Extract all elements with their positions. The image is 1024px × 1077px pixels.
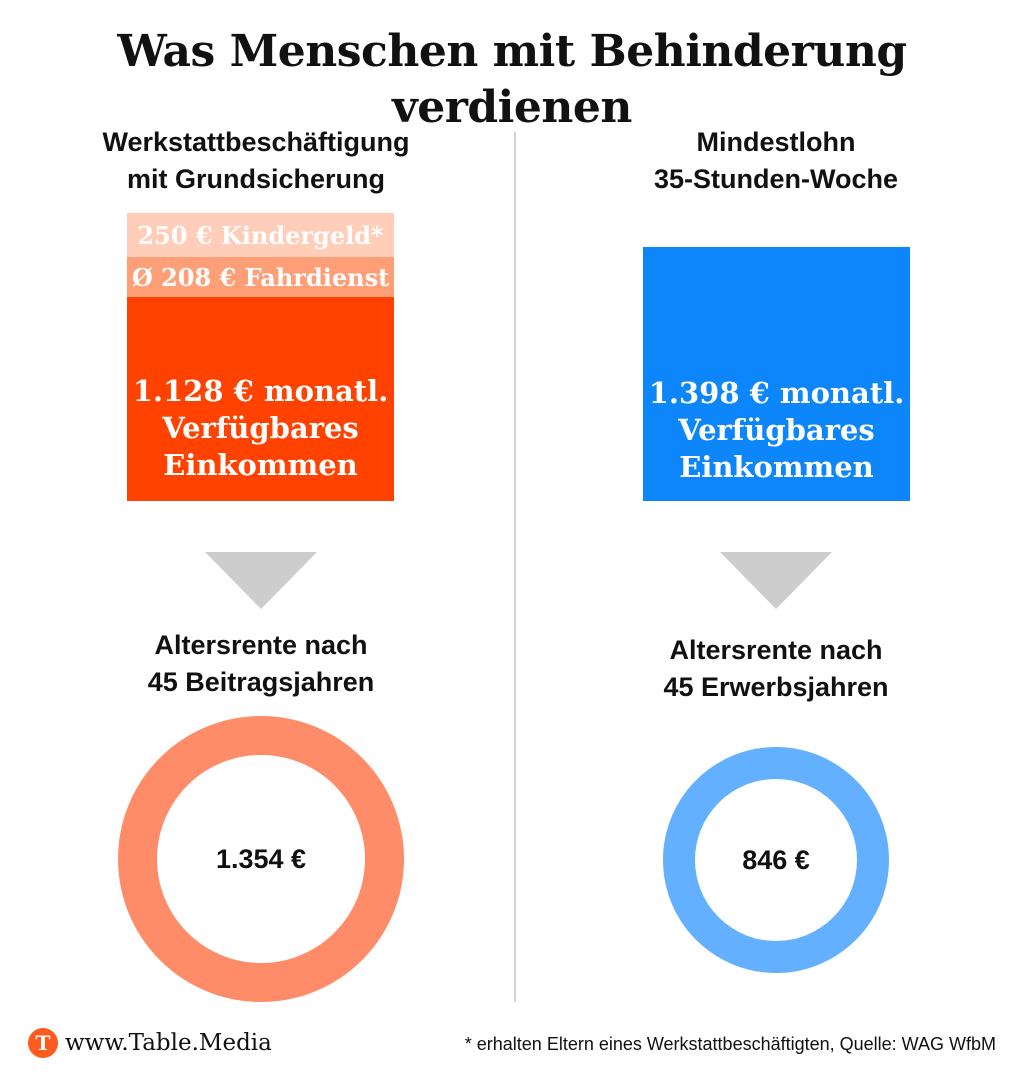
right-income-amount: 1.398 € monatl. [648, 376, 905, 410]
right-pension-heading: Altersrente nach 45 Erwerbsjahren [566, 632, 986, 706]
right-heading-line-2: 35-Stunden-Woche [653, 164, 898, 194]
right-income-label-1: Verfügbares [678, 413, 875, 447]
right-pension-heading-line-2: 45 Erwerbsjahren [663, 672, 889, 702]
right-down-arrow-icon [720, 552, 832, 609]
right-income-box: 1.398 € monatl. Verfügbares Einkommen [643, 247, 910, 501]
left-income-label-2: Einkommen [163, 448, 358, 482]
left-down-arrow-icon [205, 552, 317, 609]
left-income-box: 1.128 € monatl. Verfügbares Einkommen [127, 297, 394, 501]
left-pension-ring: 1.354 € [118, 716, 404, 1002]
left-income-amount: 1.128 € monatl. [132, 374, 389, 408]
kindergeld-segment: 250 € Kindergeld* [127, 213, 394, 257]
right-pension-heading-line-1: Altersrente nach [669, 635, 883, 665]
left-heading-line-2: mit Grundsicherung [126, 164, 386, 194]
left-heading-line-1: Werkstattbeschäftigung [102, 127, 410, 157]
left-income-label-1: Verfügbares [162, 411, 359, 445]
left-column-heading: Werkstattbeschäftigung mit Grundsicherun… [46, 124, 466, 198]
left-pension-heading-line-1: Altersrente nach [154, 630, 368, 660]
left-pension-heading: Altersrente nach 45 Beitragsjahren [51, 627, 471, 701]
site-url: www.Table.Media [65, 1030, 272, 1056]
footer-brand: T www.Table.Media [28, 1028, 272, 1058]
right-heading-line-1: Mindestlohn [696, 127, 856, 157]
column-divider [514, 132, 516, 1002]
left-pension-value: 1.354 € [215, 843, 307, 874]
right-pension-ring: 846 € [663, 747, 889, 973]
right-income-label-2: Einkommen [679, 450, 874, 484]
table-media-logo-icon: T [28, 1028, 58, 1058]
fahrdienst-segment: Ø 208 € Fahrdienst [127, 257, 394, 297]
fahrdienst-label: Ø 208 € Fahrdienst [131, 262, 390, 292]
left-income-text: 1.128 € monatl. Verfügbares Einkommen [127, 373, 394, 484]
right-income-text: 1.398 € monatl. Verfügbares Einkommen [643, 375, 910, 486]
footnote: * erhalten Eltern eines Werkstattbeschäf… [464, 1034, 996, 1054]
right-column-heading: Mindestlohn 35-Stunden-Woche [566, 124, 986, 198]
right-pension-value: 846 € [742, 844, 810, 875]
page-title: Was Menschen mit Behinderung verdienen [117, 26, 907, 133]
kindergeld-label: 250 € Kindergeld* [137, 220, 384, 250]
left-pension-heading-line-2: 45 Beitragsjahren [147, 667, 375, 697]
